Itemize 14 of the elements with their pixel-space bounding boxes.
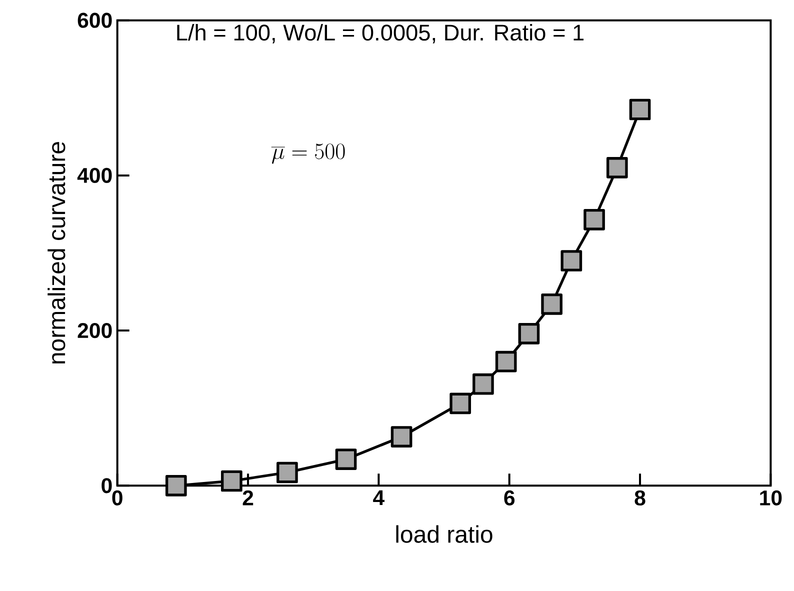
x-tick-label: 0 [112, 490, 122, 506]
x-axis-title: load ratio [396, 525, 492, 543]
x-tick-label: 10 [760, 490, 782, 506]
x-tick-label: 6 [504, 490, 515, 506]
annotation: $\overline{\mu} = 500$ [271, 144, 345, 164]
y-tick-label: 600 [78, 12, 112, 28]
y-tick-label: 400 [77, 168, 112, 183]
y-tick-label: 0 [102, 478, 112, 494]
annotation: L/h = 100, Wo/L = 0.0005, Dur. Ratio = 1 [177, 24, 584, 44]
x-tick-label: 4 [373, 490, 384, 506]
y-tick-label: 200 [78, 323, 112, 338]
x-tick-label: 8 [634, 490, 646, 506]
x-tick-label: 2 [242, 490, 254, 506]
y-axis-title: normalized curvature [48, 142, 66, 364]
